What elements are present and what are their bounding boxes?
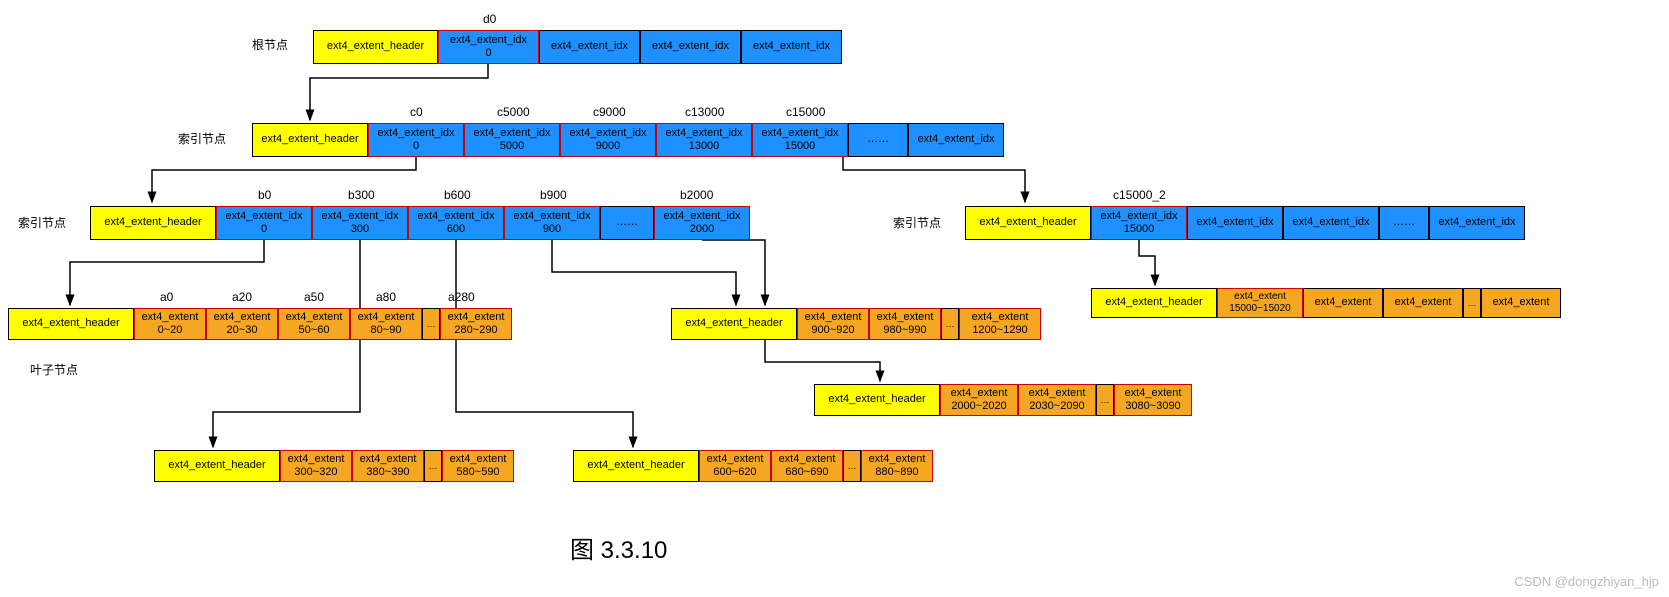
label-index3: 索引节点: [893, 214, 941, 231]
lbl-c13000: c13000: [685, 105, 724, 119]
root-idx-1: ext4_extent_idx: [539, 30, 640, 64]
leaf-b2000-dots: …: [1096, 384, 1114, 416]
l3b-idx-last: ext4_extent_idx: [1429, 206, 1525, 240]
lbl-c0: c0: [410, 105, 423, 119]
lbl-a20: a20: [232, 290, 252, 304]
l3b-idx-15000: ext4_extent_idx 15000: [1091, 206, 1187, 240]
l3b-header: ext4_extent_header: [965, 206, 1091, 240]
ext-plain-3: ext4_extent: [1481, 288, 1561, 318]
ext-1200-1290: ext4_extent 1200~1290: [959, 308, 1041, 340]
lbl-b900: b900: [540, 188, 567, 202]
ext-880-890: ext4_extent 880~890: [861, 450, 933, 482]
l3b-idx-2: ext4_extent_idx: [1283, 206, 1379, 240]
root-idx-3: ext4_extent_idx: [741, 30, 842, 64]
label-root: 根节点: [252, 36, 288, 53]
l2-header: ext4_extent_header: [252, 123, 368, 157]
leaf-a-header: ext4_extent_header: [8, 308, 134, 340]
ext-15000-15020: ext4_extent 15000~15020: [1217, 288, 1303, 318]
l3a-idx-2000: ext4_extent_idx 2000: [654, 206, 750, 240]
lbl-a80: a80: [376, 290, 396, 304]
ext-plain-2: ext4_extent: [1383, 288, 1463, 318]
lbl-d0: d0: [483, 12, 496, 26]
lbl-a0: a0: [160, 290, 173, 304]
ext-0-20: ext4_extent 0~20: [134, 308, 206, 340]
leaf-b300-header: ext4_extent_header: [154, 450, 280, 482]
l3a-idx-600: ext4_extent_idx 600: [408, 206, 504, 240]
lbl-b2000: b2000: [680, 188, 713, 202]
ext-plain-1: ext4_extent: [1303, 288, 1383, 318]
ext-680-690: ext4_extent 680~690: [771, 450, 843, 482]
ext-50-60: ext4_extent 50~60: [278, 308, 350, 340]
root-idx-2: ext4_extent_idx: [640, 30, 741, 64]
leaf-b2000-header: ext4_extent_header: [814, 384, 940, 416]
ext-300-320: ext4_extent 300~320: [280, 450, 352, 482]
lbl-c15000-2: c15000_2: [1113, 188, 1166, 202]
leaf-c15000-header: ext4_extent_header: [1091, 288, 1217, 318]
ext-80-90: ext4_extent 80~90: [350, 308, 422, 340]
leaf-b900-dots: …: [941, 308, 959, 340]
lbl-b0: b0: [258, 188, 271, 202]
lbl-c9000: c9000: [593, 105, 626, 119]
ext-20-30: ext4_extent 20~30: [206, 308, 278, 340]
leaf-b900-header: ext4_extent_header: [671, 308, 797, 340]
lbl-a50: a50: [304, 290, 324, 304]
ext-3080-3090: ext4_extent 3080~3090: [1114, 384, 1192, 416]
ext-600-620: ext4_extent 600~620: [699, 450, 771, 482]
l2-idx-9000: ext4_extent_idx 9000: [560, 123, 656, 157]
ext-2000-2020: ext4_extent 2000~2020: [940, 384, 1018, 416]
l3a-dots: ……: [600, 206, 654, 240]
leaf-c15000-dots: …: [1463, 288, 1481, 318]
watermark: CSDN @dongzhiyan_hjp: [1514, 574, 1659, 589]
leaf-b600-dots: …: [843, 450, 861, 482]
leaf-b300-dots: …: [424, 450, 442, 482]
lbl-c5000: c5000: [497, 105, 530, 119]
ext-280-290: ext4_extent 280~290: [440, 308, 512, 340]
l2-dots: ……: [848, 123, 908, 157]
figure-caption: 图 3.3.10: [570, 530, 667, 565]
label-index1: 索引节点: [178, 130, 226, 147]
root-idx-0: ext4_extent_idx 0: [438, 30, 539, 64]
leaf-b600-header: ext4_extent_header: [573, 450, 699, 482]
l2-idx-13000: ext4_extent_idx 13000: [656, 123, 752, 157]
l2-idx-5000: ext4_extent_idx 5000: [464, 123, 560, 157]
ext-2030-2090: ext4_extent 2030~2090: [1018, 384, 1096, 416]
ext-380-390: ext4_extent 380~390: [352, 450, 424, 482]
l3b-idx-1: ext4_extent_idx: [1187, 206, 1283, 240]
root-header: ext4_extent_header: [313, 30, 438, 64]
ext-580-590: ext4_extent 580~590: [442, 450, 514, 482]
l3a-header: ext4_extent_header: [90, 206, 216, 240]
lbl-a280: a280: [448, 290, 475, 304]
ext-980-990: ext4_extent 980~990: [869, 308, 941, 340]
l3a-idx-900: ext4_extent_idx 900: [504, 206, 600, 240]
lbl-b600: b600: [444, 188, 471, 202]
label-index2: 索引节点: [18, 214, 66, 231]
label-leaf: 叶子节点: [30, 361, 78, 378]
leaf-a-dots: …: [422, 308, 440, 340]
l2-idx-0: ext4_extent_idx 0: [368, 123, 464, 157]
ext-900-920: ext4_extent 900~920: [797, 308, 869, 340]
l3b-dots: ……: [1379, 206, 1429, 240]
l3a-idx-0: ext4_extent_idx 0: [216, 206, 312, 240]
l2-idx-last: ext4_extent_idx: [908, 123, 1004, 157]
lbl-b300: b300: [348, 188, 375, 202]
l2-idx-15000: ext4_extent_idx 15000: [752, 123, 848, 157]
lbl-c15000: c15000: [786, 105, 825, 119]
l3a-idx-300: ext4_extent_idx 300: [312, 206, 408, 240]
